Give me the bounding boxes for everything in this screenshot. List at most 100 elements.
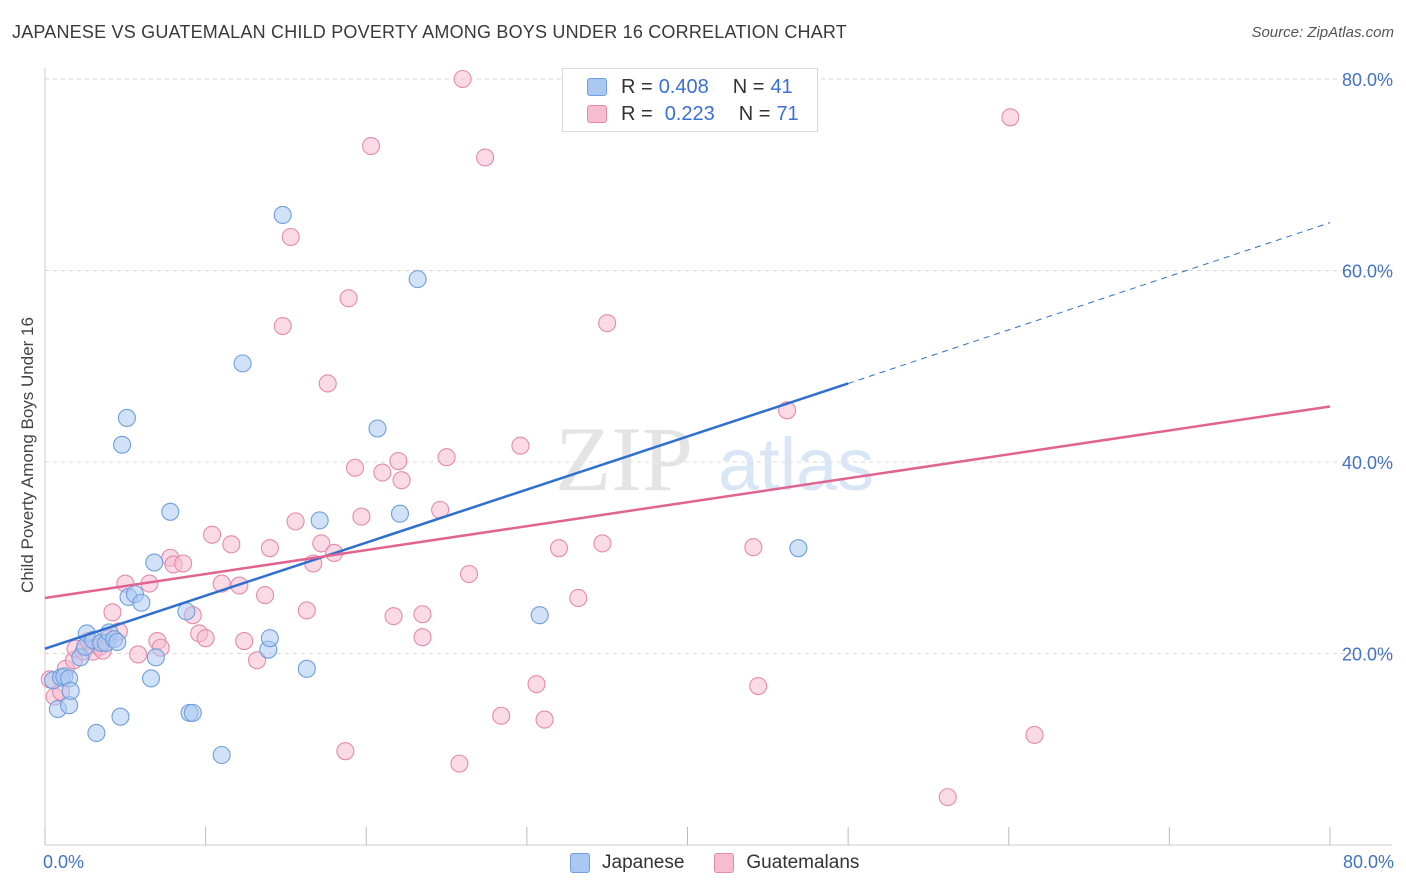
- guatemalan-point: [345, 458, 365, 477]
- guatemalan-point: [1001, 108, 1020, 127]
- guatemalan-point: [413, 605, 432, 624]
- guatemalan-point: [1025, 725, 1044, 744]
- guatemalan-point: [450, 754, 469, 773]
- legend-row-guatemalan: R = 0.223 N = 71: [587, 103, 805, 125]
- japanese-point: [273, 205, 292, 225]
- guatemalan-point: [511, 436, 530, 455]
- japanese-point: [145, 553, 164, 572]
- japanese-point: [111, 707, 130, 726]
- guatemalan-point: [476, 148, 495, 167]
- legend-row-japanese: R = 0.408 N = 41: [587, 76, 799, 98]
- japanese-points: [43, 205, 808, 765]
- japanese-point: [161, 502, 180, 521]
- japanese-point: [141, 669, 161, 688]
- japanese-point: [117, 408, 136, 428]
- japanese-point: [530, 606, 549, 625]
- chart-title: JAPANESE VS GUATEMALAN CHILD POVERTY AMO…: [12, 22, 847, 42]
- japanese-point: [368, 419, 387, 438]
- n-label: N =: [738, 102, 771, 125]
- guatemalan-point: [174, 554, 193, 573]
- x-tick-min: 0.0%: [43, 852, 85, 872]
- guatemalan-point: [535, 710, 554, 729]
- japanese-point: [113, 435, 132, 454]
- guatemalan-point: [453, 69, 472, 89]
- guatemalan-point: [392, 471, 411, 490]
- x-tick-max: 80.0%: [1342, 852, 1394, 872]
- series-legend: Japanese Guatemalans: [570, 852, 889, 874]
- guatemalan-point: [260, 539, 279, 558]
- guatemalan-point: [373, 463, 392, 482]
- japanese-point: [61, 681, 80, 700]
- guatemalan-point: [352, 507, 371, 526]
- legend-item-japanese[interactable]: Japanese: [570, 852, 684, 874]
- japanese-point: [146, 648, 165, 667]
- guatemalan-point: [749, 677, 768, 696]
- guatemalan-point: [492, 706, 511, 725]
- guatemalan-legend-swatch: [714, 853, 735, 873]
- y-tick-label: 20.0%: [1342, 645, 1393, 665]
- guatemalan-point: [103, 603, 122, 622]
- y-tick-labels: 20.0% 40.0% 60.0% 80.0%: [1342, 70, 1393, 665]
- japanese-point: [212, 745, 231, 765]
- trend-lines: [44, 222, 1331, 650]
- guatemalan-point: [222, 535, 241, 554]
- y-tick-label: 60.0%: [1342, 262, 1393, 282]
- axes: [44, 68, 1392, 846]
- japanese-point: [789, 539, 808, 558]
- guatemalan-point: [389, 451, 408, 471]
- y-tick-label: 40.0%: [1342, 453, 1393, 473]
- guatemalan-point: [196, 629, 215, 648]
- r-label: R =: [621, 75, 653, 98]
- guatemalan-point: [318, 374, 337, 393]
- guatemalan-point: [362, 136, 381, 156]
- guatemalan-point: [598, 314, 617, 333]
- watermark-atlas: atlas: [718, 423, 874, 506]
- guatemalan-legend-label: Guatemalans: [746, 852, 860, 873]
- guatemalan-point: [569, 588, 588, 608]
- guatemalan-point: [247, 651, 267, 670]
- r-label: R =: [621, 102, 653, 125]
- japanese-point: [177, 602, 196, 621]
- guatemalan-point: [281, 227, 300, 247]
- guatemalan-point: [549, 539, 569, 558]
- japanese-point: [297, 659, 316, 678]
- japanese-point: [408, 270, 427, 289]
- japanese-point: [310, 511, 329, 530]
- legend-item-guatemalans[interactable]: Guatemalans: [714, 852, 859, 874]
- y-tick-label: 80.0%: [1342, 70, 1393, 90]
- guatemalan-point: [235, 632, 254, 651]
- guatemalan-point: [256, 586, 275, 605]
- guatemalan-point: [459, 564, 479, 584]
- guatemalan-point: [527, 675, 546, 694]
- guatemalan-point: [384, 607, 403, 626]
- guatemalan-n-value: 71: [776, 102, 799, 125]
- guatemalan-point: [203, 525, 222, 544]
- guatemalan-r-value: 0.223: [664, 102, 715, 125]
- guatemalan-point: [744, 538, 763, 557]
- guatemalan-point: [938, 788, 957, 807]
- japanese-legend-label: Japanese: [602, 852, 685, 873]
- guatemalan-point: [413, 628, 432, 647]
- guatemalan-point: [336, 742, 355, 761]
- japanese-point: [108, 632, 127, 652]
- guatemalan-point: [339, 289, 358, 308]
- japanese-swatch: [587, 78, 607, 96]
- stats-legend: R = 0.408 N = 41 R = 0.223 N = 71: [562, 68, 818, 132]
- guatemalan-point: [312, 534, 331, 553]
- n-label: N =: [732, 75, 765, 98]
- guatemalan-point: [273, 316, 292, 336]
- japanese-n-value: 41: [770, 75, 793, 98]
- japanese-point: [132, 593, 151, 612]
- japanese-r-value: 0.408: [658, 75, 709, 98]
- japanese-point: [233, 354, 252, 373]
- japanese-trend-line: [44, 382, 849, 650]
- guatemalan-point: [437, 448, 456, 467]
- japanese-point: [87, 723, 106, 743]
- japanese-point: [260, 629, 279, 648]
- watermark-zip: ZIP: [555, 408, 693, 510]
- japanese-point: [390, 504, 410, 523]
- guatemalan-point: [593, 534, 612, 553]
- japanese-trend-extension: [847, 222, 1331, 384]
- guatemalan-trend-line: [44, 405, 1331, 600]
